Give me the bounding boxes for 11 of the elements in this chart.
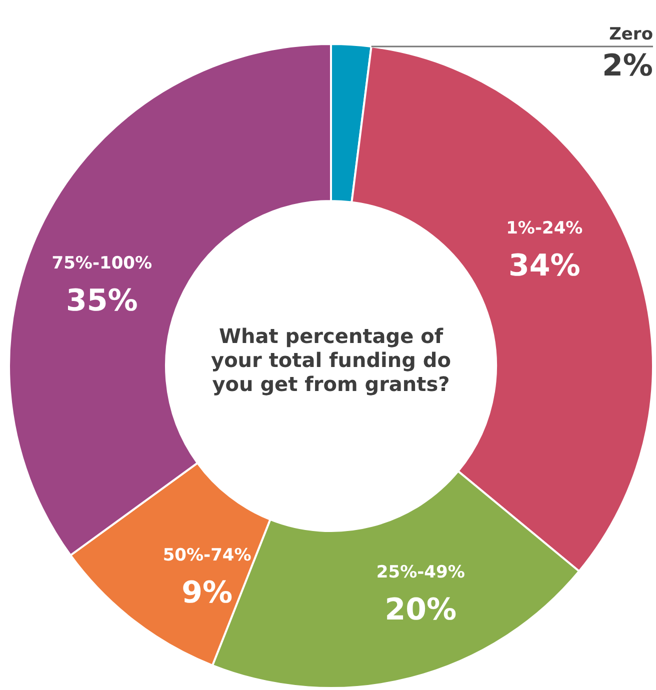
data-label: 20% — [384, 592, 457, 628]
slice-label: 25%-49% — [376, 562, 465, 582]
slice-label: Zero — [609, 24, 653, 45]
slice-label: 50%-74% — [162, 546, 252, 566]
data-label: 35% — [66, 284, 138, 319]
data-label: 2% — [602, 48, 653, 84]
data-label: 34% — [508, 248, 580, 284]
slice-label: 1%-24% — [506, 218, 583, 239]
text: What percentage of your total funding do you get from grants? — [211, 324, 451, 396]
data-label: 9% — [182, 576, 233, 611]
slice-label: 75%-100% — [52, 254, 152, 274]
